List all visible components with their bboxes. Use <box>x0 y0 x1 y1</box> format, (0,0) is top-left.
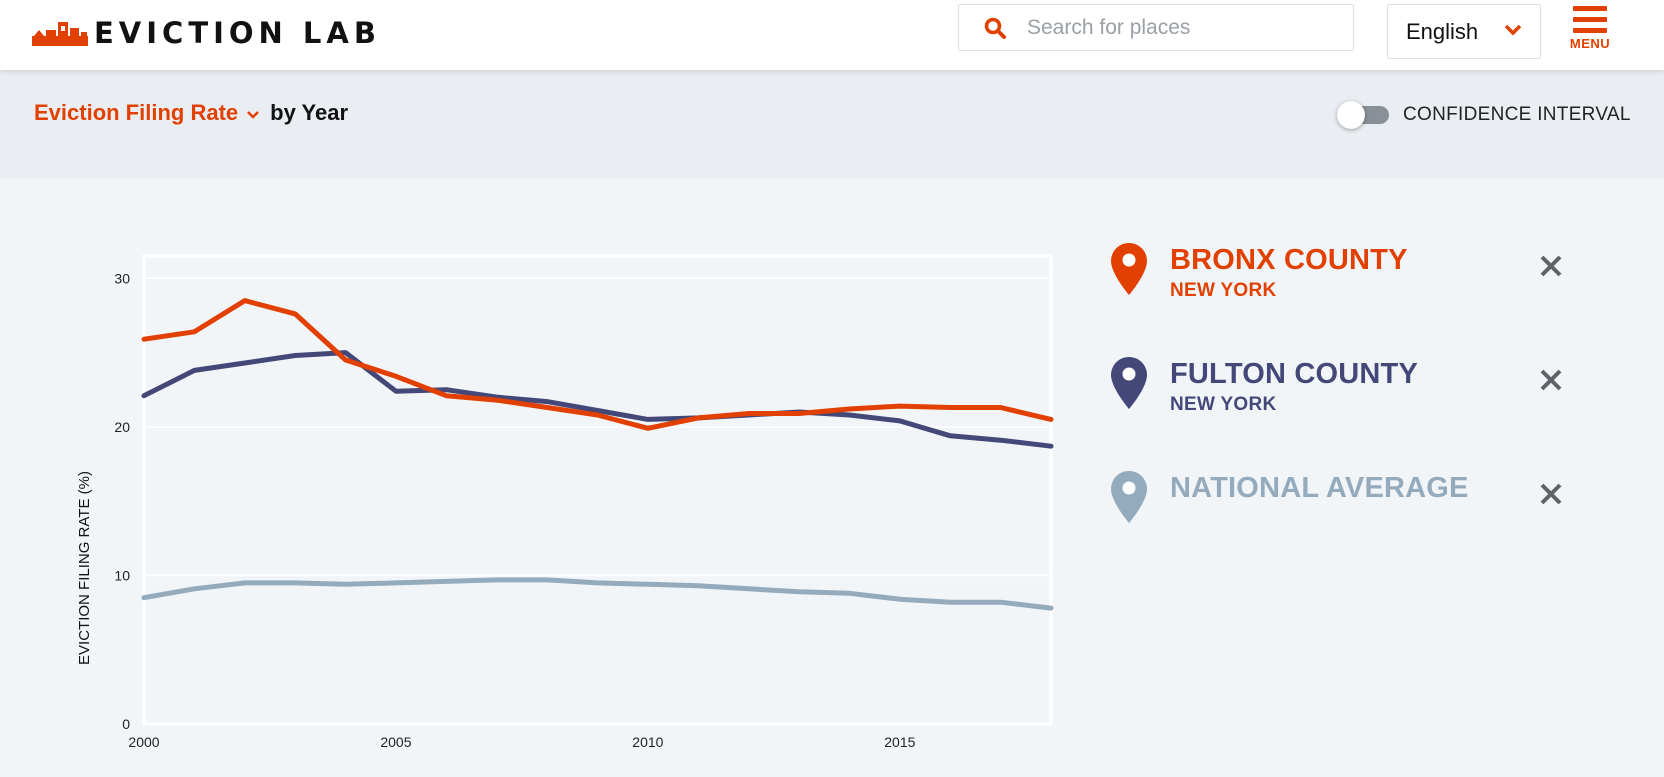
legend-subtitle: NEW YORK <box>1170 280 1277 301</box>
plot-area <box>142 254 1053 726</box>
y-tick-label: 20 <box>114 419 130 435</box>
menu-label: MENU <box>1569 36 1611 51</box>
legend-item-national-average: NATIONAL AVERAGE <box>1100 468 1580 582</box>
legend-item-fulton-county: FULTON COUNTY NEW YORK <box>1100 354 1580 468</box>
series-line-national-average <box>141 577 1054 611</box>
x-tick-label: 2010 <box>632 734 663 750</box>
toggle-switch[interactable] <box>1337 101 1391 129</box>
language-select[interactable]: English <box>1387 4 1541 59</box>
metric-heading: Eviction Filing Rate by Year <box>34 100 348 126</box>
legend-subtitle: NEW YORK <box>1170 394 1277 415</box>
confidence-interval-label: CONFIDENCE INTERVAL <box>1403 104 1631 125</box>
legend-name: FULTON COUNTY <box>1170 358 1419 390</box>
hamburger-icon <box>1573 6 1607 33</box>
x-tick-label: 2015 <box>884 734 915 750</box>
y-tick-label: 10 <box>114 567 130 583</box>
x-tick-label: 2005 <box>380 734 411 750</box>
top-navigation-bar: EVICTION LAB English MENU <box>0 0 1664 70</box>
menu-button[interactable]: MENU <box>1568 6 1612 60</box>
y-tick-label: 0 <box>122 716 130 732</box>
series-line-bronx-county <box>141 298 1054 431</box>
toggle-knob <box>1337 101 1365 129</box>
legend-item-bronx-county: BRONX COUNTY NEW YORK <box>1100 240 1580 354</box>
remove-bronx-county-button[interactable] <box>1537 252 1565 280</box>
location-pin-icon <box>1111 471 1147 523</box>
eviction-lab-logo[interactable]: EVICTION LAB <box>32 15 381 51</box>
remove-national-average-button[interactable] <box>1537 480 1565 508</box>
metric-dropdown[interactable]: Eviction Filing Rate <box>34 100 260 126</box>
metric-dropdown-label: Eviction Filing Rate <box>34 100 239 125</box>
series-line-fulton-county <box>141 350 1054 449</box>
location-pin-icon <box>1111 357 1147 409</box>
search-icon <box>977 10 1013 46</box>
y-tick-label: 30 <box>114 270 130 286</box>
line-chart: 0 10 20 30 2000 2005 2010 2015 EVICTION FILING R… <box>0 178 1090 777</box>
search-input[interactable] <box>1025 14 1339 41</box>
confidence-interval-toggle[interactable]: CONFIDENCE INTERVAL <box>1337 101 1631 129</box>
y-axis-label: EVICTION FILING RATE (%) <box>76 471 93 665</box>
chart-legend: BRONX COUNTY NEW YORK FULTON COUNTY NEW … <box>1100 240 1580 582</box>
language-select-value: English <box>1406 18 1479 44</box>
pin-shape <box>1111 243 1147 295</box>
place-search[interactable] <box>958 4 1354 51</box>
legend-name: NATIONAL AVERAGE <box>1170 472 1469 504</box>
chart-controls-bar: Eviction Filing Rate by Year CONFIDENCE … <box>0 70 1664 178</box>
location-pin-icon <box>1111 243 1147 295</box>
chevron-down-icon <box>1504 24 1522 36</box>
remove-fulton-county-button[interactable] <box>1537 366 1565 394</box>
logo-houses-icon <box>32 22 88 46</box>
metric-suffix: by Year <box>270 100 349 125</box>
chart-svg: 0 10 20 30 2000 2005 2010 2015 EVICTION FILING R… <box>76 254 1054 750</box>
logo-wordmark: EVICTION LAB <box>94 16 381 50</box>
chevron-down-icon <box>247 111 260 119</box>
x-tick-label: 2000 <box>128 734 159 750</box>
legend-name: BRONX COUNTY <box>1170 244 1408 276</box>
